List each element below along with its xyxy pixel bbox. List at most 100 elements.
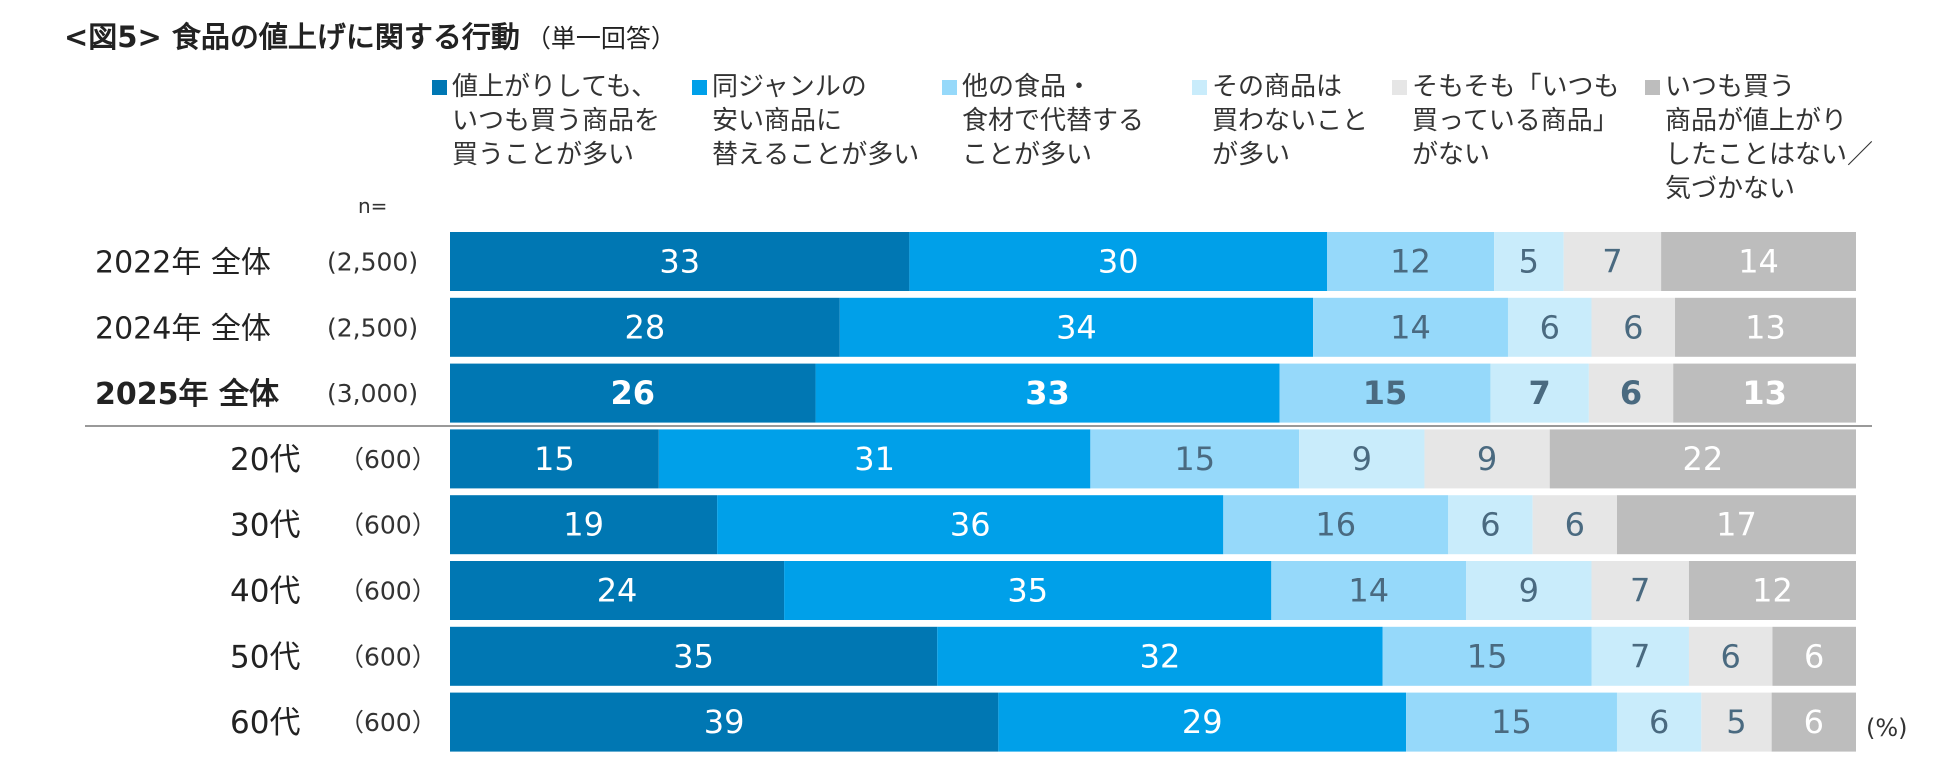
bar-7-3 — [1382, 626, 1592, 686]
legend-label-5: そもそも「いつも 買っている商品」 がない — [1412, 72, 1620, 170]
bar-2-4 — [1507, 297, 1592, 357]
category-n-2: (2,500) — [327, 313, 418, 342]
bar-3-3 — [1279, 363, 1491, 423]
bar-4-4 — [1299, 429, 1425, 489]
bar-5-3 — [1223, 495, 1449, 555]
category-label-8: 60代 — [230, 705, 300, 741]
legend-label-6: いつも買う 商品が値上がり したことはない／ 気づかない — [1665, 72, 1874, 204]
bar-label-4-5: 9 — [1477, 440, 1497, 478]
bar-1-4 — [1494, 232, 1564, 291]
bar-label-3-2: 33 — [1025, 374, 1070, 412]
bar-7-4 — [1591, 626, 1689, 686]
bar-6-5 — [1591, 561, 1689, 620]
bar-8-4 — [1616, 692, 1702, 752]
bar-label-3-3: 15 — [1363, 374, 1408, 412]
bar-3-6 — [1673, 363, 1856, 423]
legend-swatch-1 — [432, 80, 447, 95]
category-label-4: 20代 — [230, 442, 300, 478]
bar-7-5 — [1688, 626, 1773, 686]
bar-6-6 — [1688, 561, 1856, 620]
bar-label-2-6: 13 — [1745, 308, 1786, 346]
bar-label-3-6: 13 — [1742, 374, 1787, 412]
bar-5-4 — [1448, 495, 1533, 555]
bar-label-7-1: 35 — [673, 637, 714, 675]
bar-label-8-3: 15 — [1491, 703, 1532, 741]
bar-4-1 — [450, 429, 659, 489]
bar-2-2 — [839, 297, 1314, 357]
category-n-3: (3,000) — [327, 379, 418, 408]
bar-2-5 — [1591, 297, 1676, 357]
legend-swatch-3 — [942, 80, 957, 95]
bar-label-7-4: 7 — [1630, 637, 1650, 675]
bar-label-8-2: 29 — [1182, 703, 1223, 741]
bar-5-6 — [1616, 495, 1856, 555]
legend-label-3: 他の食品・ 食材で代替する ことが多い — [962, 72, 1145, 170]
legend-swatch-4 — [1192, 80, 1207, 95]
bar-8-6 — [1771, 692, 1856, 752]
category-n-6: （600） — [339, 577, 437, 606]
category-label-7: 50代 — [230, 639, 300, 675]
bar-label-6-5: 7 — [1630, 572, 1650, 610]
bar-label-3-5: 6 — [1620, 374, 1642, 412]
legend-label-4: その商品は 買わないこと が多い — [1212, 72, 1369, 170]
category-label-6: 40代 — [230, 574, 300, 610]
bar-label-1-4: 5 — [1519, 243, 1539, 281]
category-n-4: （600） — [339, 445, 437, 474]
category-n-1: (2,500) — [327, 248, 418, 277]
category-label-1: 2022年 全体 — [95, 246, 271, 281]
bar-1-1 — [450, 232, 910, 291]
bar-1-3 — [1327, 232, 1495, 291]
bar-label-1-6: 14 — [1738, 243, 1779, 281]
bar-label-5-3: 16 — [1315, 506, 1356, 544]
category-n-5: （600） — [339, 511, 437, 540]
bar-2-1 — [450, 297, 840, 357]
bar-label-8-1: 39 — [704, 703, 745, 741]
bar-label-3-1: 26 — [611, 374, 656, 412]
n-label: n= — [358, 194, 388, 218]
bar-label-6-2: 35 — [1007, 572, 1048, 610]
bar-5-5 — [1532, 495, 1617, 555]
legend-item-2: 同ジャンルの 安い商品に 替えることが多い — [692, 70, 919, 172]
bar-label-6-3: 14 — [1348, 572, 1389, 610]
bar-4-6 — [1549, 429, 1856, 489]
bar-label-8-6: 6 — [1804, 703, 1824, 741]
chart-subtitle: （単一回答） — [525, 24, 676, 53]
bar-3-4 — [1490, 363, 1589, 423]
bar-label-3-4: 7 — [1529, 374, 1551, 412]
bar-8-5 — [1701, 692, 1772, 752]
category-label-5: 30代 — [230, 508, 300, 544]
bar-label-4-6: 22 — [1683, 440, 1724, 478]
legend-label-2: 同ジャンルの 安い商品に 替えることが多い — [712, 72, 920, 170]
bar-8-3 — [1406, 692, 1617, 752]
bar-6-2 — [784, 561, 1272, 620]
bar-label-6-4: 9 — [1519, 572, 1539, 610]
legend-swatch-5 — [1392, 80, 1407, 95]
legend-item-3: 他の食品・ 食材で代替する ことが多い — [942, 70, 1144, 172]
bar-label-2-2: 34 — [1056, 308, 1097, 346]
bar-label-4-2: 31 — [854, 440, 895, 478]
bar-label-1-3: 12 — [1390, 243, 1431, 281]
bar-label-2-3: 14 — [1390, 308, 1431, 346]
bar-7-2 — [937, 626, 1383, 686]
bar-label-7-6: 6 — [1804, 637, 1824, 675]
bar-label-4-1: 15 — [534, 440, 575, 478]
bar-4-3 — [1090, 429, 1300, 489]
bar-2-3 — [1313, 297, 1508, 357]
bar-1-2 — [909, 232, 1328, 291]
bar-8-1 — [450, 692, 999, 752]
bar-label-5-1: 19 — [563, 506, 604, 544]
bar-1-6 — [1661, 232, 1856, 291]
bar-6-4 — [1466, 561, 1592, 620]
legend-swatch-2 — [692, 80, 707, 95]
bar-6-3 — [1271, 561, 1467, 620]
bar-4-5 — [1424, 429, 1550, 489]
bar-1-5 — [1563, 232, 1662, 291]
bar-label-1-2: 30 — [1098, 243, 1139, 281]
bar-label-1-1: 33 — [659, 243, 700, 281]
bar-label-7-5: 6 — [1721, 637, 1741, 675]
bar-label-6-6: 12 — [1752, 572, 1793, 610]
bar-6-1 — [450, 561, 785, 620]
legend-item-5: そもそも「いつも 買っている商品」 がない — [1392, 70, 1619, 172]
bar-5-2 — [717, 495, 1224, 555]
